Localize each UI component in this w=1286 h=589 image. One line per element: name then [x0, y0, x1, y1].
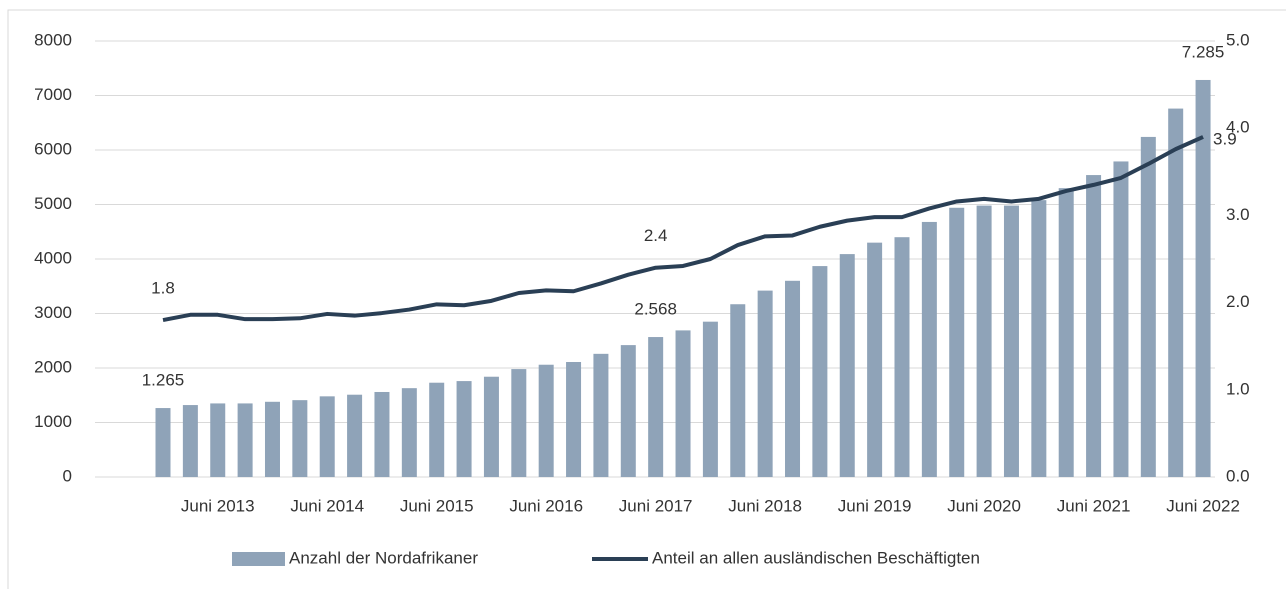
x-tick-label: Juni 2022 [1166, 496, 1240, 515]
y-tick-label: 6000 [34, 139, 72, 158]
x-tick-label: Juni 2020 [947, 496, 1021, 515]
bar [839, 254, 855, 477]
y-tick-label: 3000 [34, 303, 72, 322]
y2-tick-label: 2.0 [1226, 292, 1250, 311]
bar [264, 401, 280, 477]
bar [1195, 79, 1211, 477]
legend-label: Anteil an allen ausländischen Beschäftig… [652, 548, 980, 567]
bar [155, 408, 171, 477]
bar [648, 337, 664, 477]
bar [921, 221, 937, 477]
y2-tick-label: 5.0 [1226, 30, 1250, 49]
bar [785, 280, 801, 477]
x-tick-label: Juni 2016 [509, 496, 583, 515]
bar [237, 403, 253, 477]
y2-tick-label: 0.0 [1226, 466, 1250, 485]
line [162, 135, 1204, 323]
bar [292, 400, 308, 477]
chart-border [7, 9, 1286, 589]
bar [1058, 188, 1074, 477]
bar [949, 207, 965, 477]
legend-label: Anzahl der Nordafrikaner [289, 548, 478, 567]
data-label: 2.568 [634, 300, 677, 319]
bar [1031, 200, 1047, 477]
y-tick-label: 4000 [34, 248, 72, 267]
bar [401, 388, 417, 477]
bar [182, 405, 198, 477]
bar [429, 382, 445, 477]
bar [1140, 136, 1156, 478]
bar [456, 381, 472, 477]
x-tick-label: Juni 2013 [181, 496, 255, 515]
data-label: 2.4 [644, 226, 668, 245]
x-tick-label: Juni 2015 [400, 496, 474, 515]
x-tick-label: Juni 2018 [728, 496, 802, 515]
x-tick-label: Juni 2014 [290, 496, 364, 515]
bar [675, 330, 691, 477]
bar [812, 266, 828, 477]
bar [374, 391, 390, 477]
y-tick-label: 8000 [34, 30, 72, 49]
bar [593, 353, 609, 477]
y2-tick-label: 1.0 [1226, 379, 1250, 398]
x-tick-label: Juni 2017 [619, 496, 693, 515]
bar [702, 321, 718, 477]
y2-tick-label: 4.0 [1226, 118, 1250, 137]
bar [1168, 108, 1184, 477]
bar [538, 364, 554, 477]
y-tick-label: 1000 [34, 412, 72, 431]
bar [347, 394, 363, 477]
bar [483, 376, 499, 477]
bar [1003, 205, 1019, 477]
data-label: 3.9 [1213, 129, 1237, 148]
bar [1113, 161, 1129, 477]
y-tick-label: 2000 [34, 357, 72, 376]
bar [1086, 175, 1102, 477]
bar [730, 304, 746, 477]
bar [867, 242, 883, 477]
data-label: 7.285 [1182, 42, 1225, 61]
bar [757, 290, 773, 477]
y-tick-label: 7000 [34, 85, 72, 104]
bar [620, 345, 636, 477]
data-label: 1.265 [142, 371, 185, 390]
y2-tick-label: 3.0 [1226, 205, 1250, 224]
y-tick-label: 5000 [34, 194, 72, 213]
bar [511, 369, 527, 477]
y-tick-label: 0 [63, 466, 72, 485]
x-tick-label: Juni 2019 [838, 496, 912, 515]
bar [566, 362, 582, 477]
bar [319, 396, 335, 477]
data-label: 1.8 [151, 279, 175, 298]
x-tick-label: Juni 2021 [1057, 496, 1131, 515]
bar [210, 403, 226, 477]
bar [894, 237, 910, 477]
bar [976, 205, 992, 477]
legend-swatch [232, 552, 285, 566]
